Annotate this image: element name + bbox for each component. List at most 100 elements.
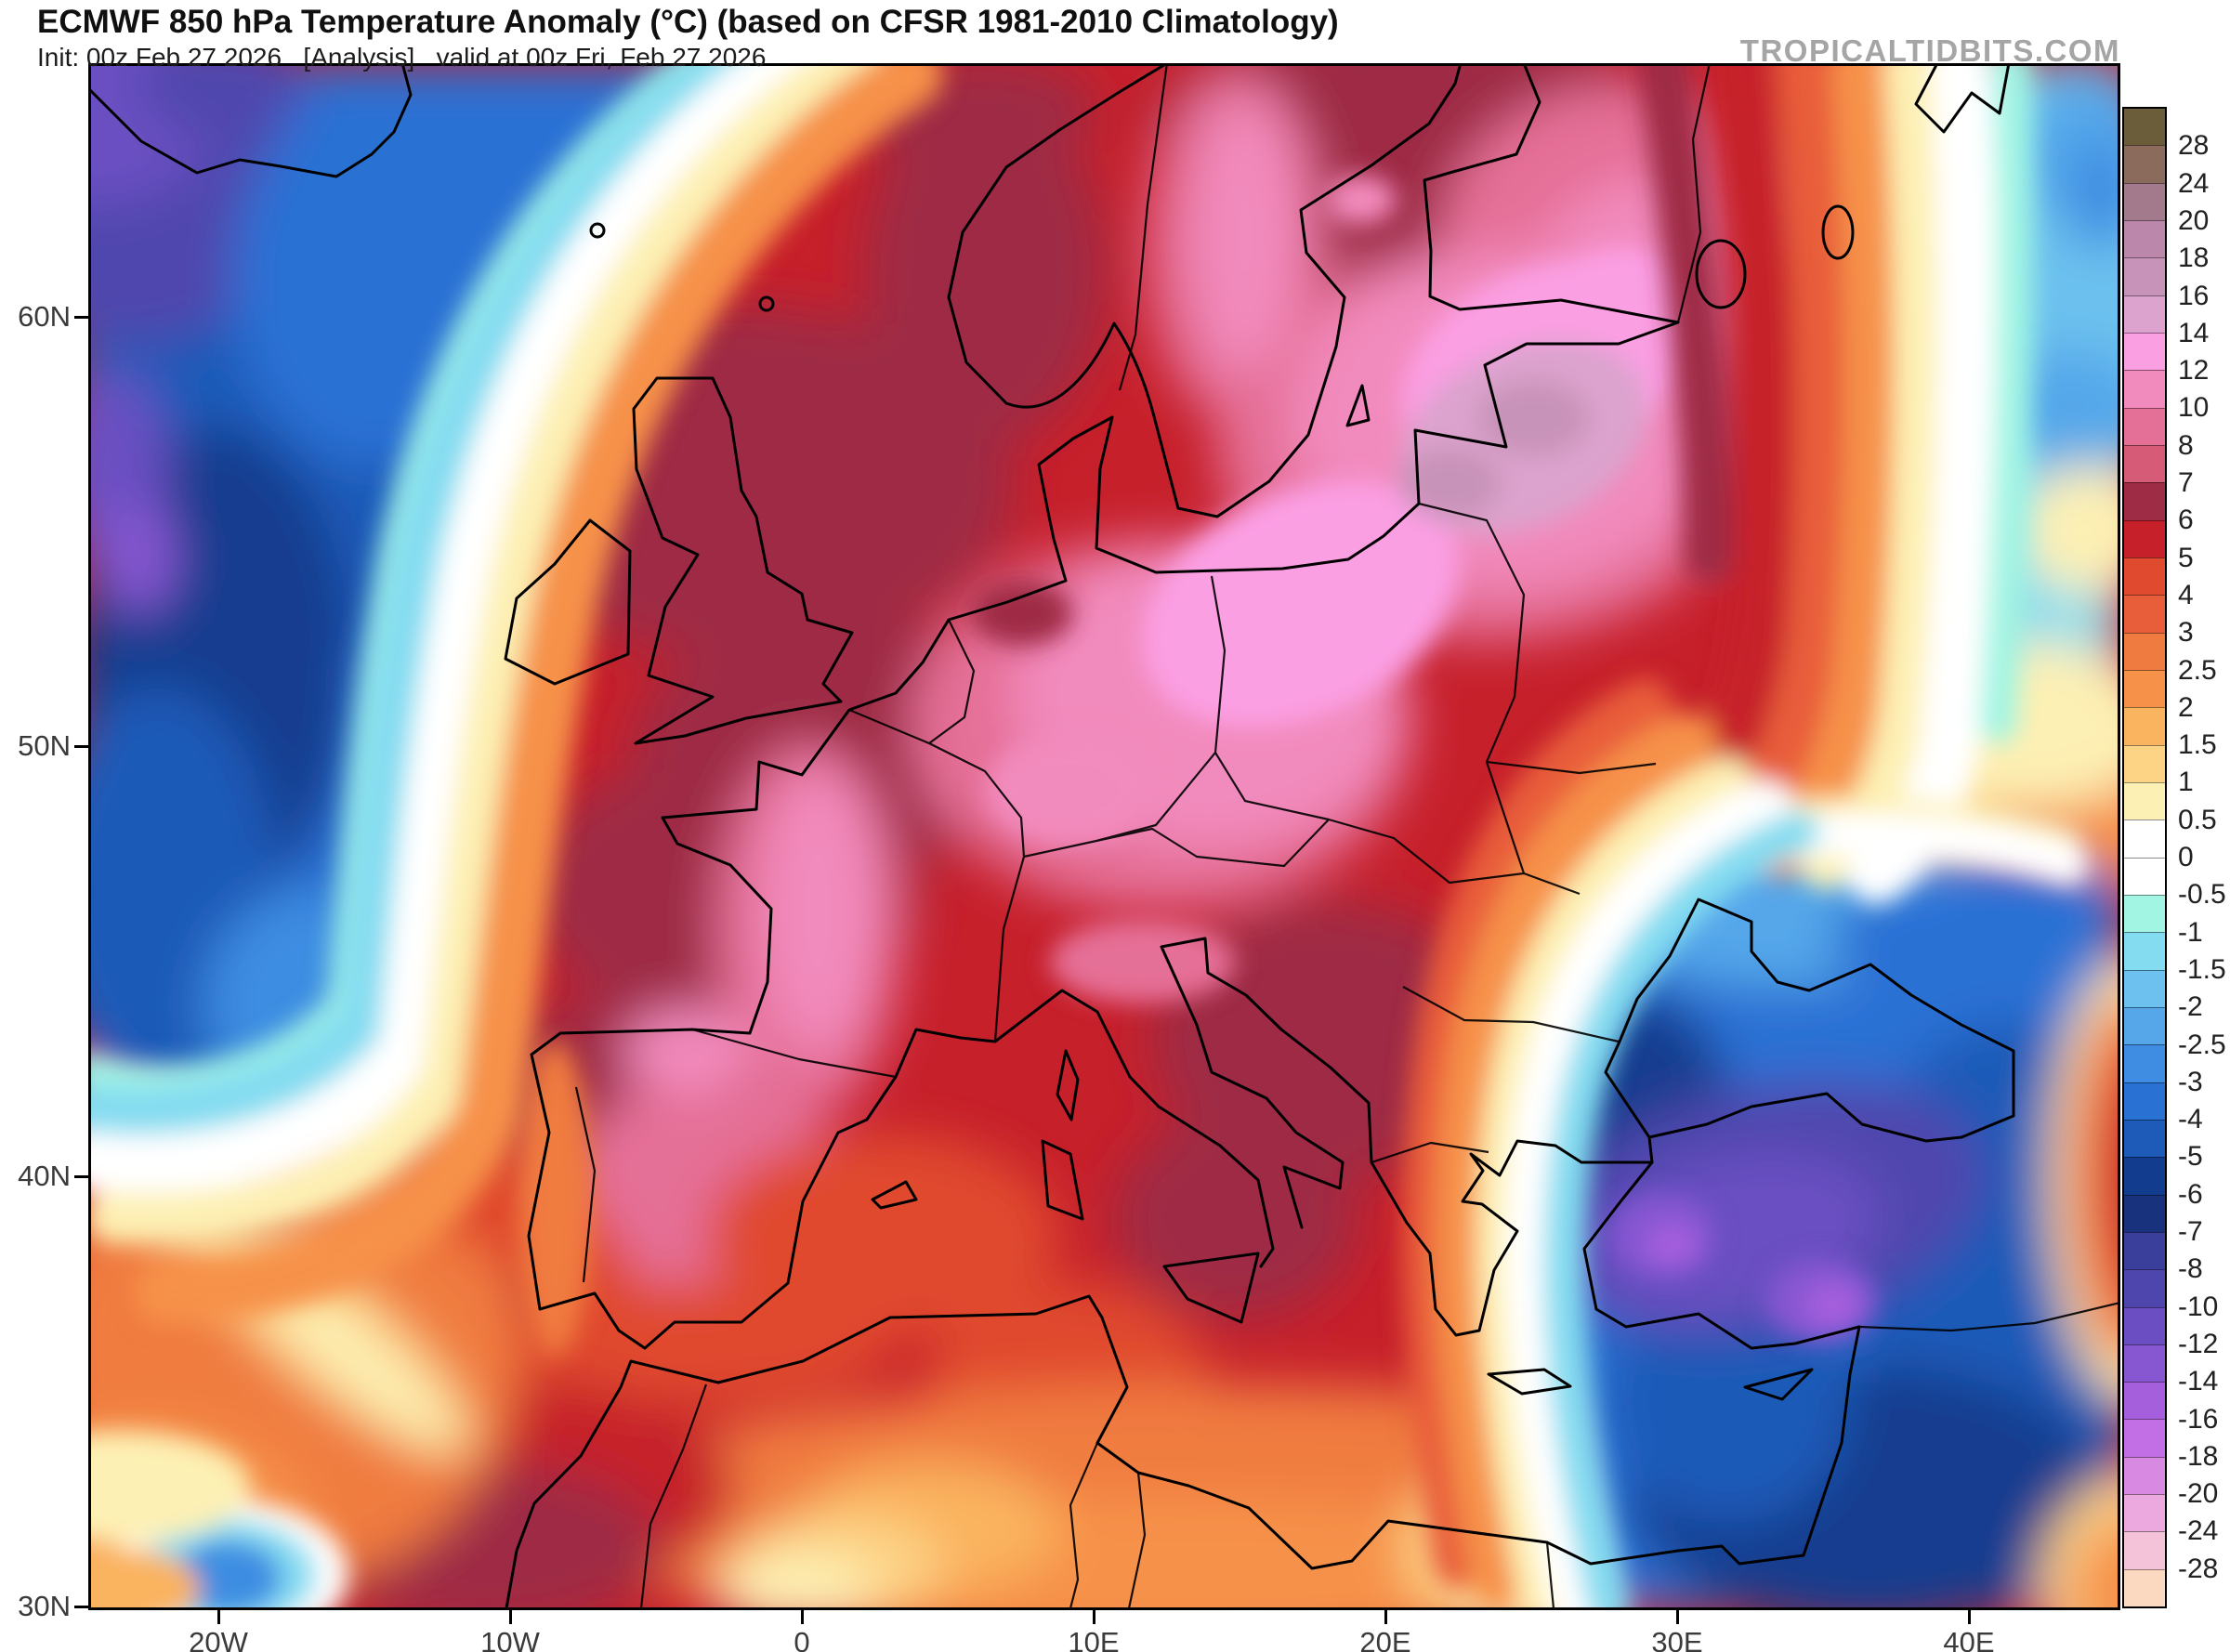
- colorbar-tick-label: 1.5: [2178, 729, 2217, 761]
- lon-tick-label: 20E: [1359, 1626, 1411, 1652]
- gradient-bands: [88, 63, 2089, 1610]
- colorbar-segment: [2124, 332, 2165, 371]
- colorbar-tick-label: -10: [2178, 1291, 2219, 1322]
- colorbar-segment: [2124, 819, 2165, 858]
- lat-tick-label: 50N: [18, 729, 71, 762]
- colorbar-segment: [2124, 894, 2165, 933]
- lon-tick-label: 30E: [1651, 1626, 1703, 1652]
- colorbar-tick-label: -14: [2178, 1366, 2219, 1397]
- colorbar-tick-label: -4: [2178, 1104, 2203, 1135]
- lat-tick-mark: [74, 1174, 89, 1178]
- colorbar-segment: [2124, 1082, 2165, 1120]
- colorbar-segment: [2124, 295, 2165, 333]
- lon-tick-mark: [800, 1610, 804, 1624]
- colorbar-segment: [2124, 1382, 2165, 1420]
- lat-tick-label: 40N: [18, 1160, 71, 1192]
- coast-scandinavia-baltic: [947, 63, 1680, 574]
- colorbar-tick-label: 8: [2178, 429, 2194, 461]
- colorbar-tick-label: 12: [2178, 355, 2210, 387]
- colorbar-segment: [2124, 219, 2165, 258]
- colorbar-tick-label: 2: [2178, 691, 2194, 723]
- lon-tick-mark: [1092, 1610, 1095, 1624]
- lat-tick-mark: [74, 315, 89, 319]
- colorbar-segment: [2124, 407, 2165, 445]
- coast-blacksea: [1604, 898, 2015, 1143]
- shetland-islands: [758, 295, 775, 312]
- colorbar-segment: [2124, 969, 2165, 1007]
- lon-tick-mark: [1967, 1610, 1971, 1624]
- colorbar-segment: [2124, 1344, 2165, 1383]
- colorbar-segment: [2124, 1531, 2165, 1569]
- lon-tick-mark: [508, 1610, 512, 1624]
- colorbar-tick-label: -2.5: [2178, 1029, 2226, 1060]
- colorbar-tick-label: 16: [2178, 280, 2210, 311]
- lat-tick-mark: [74, 1605, 89, 1608]
- colorbar-segment: [2124, 109, 2165, 146]
- colorbar-segment: [2124, 1568, 2165, 1607]
- colorbar-segment: [2124, 1119, 2165, 1158]
- colorbar-tick-label: 20: [2178, 204, 2210, 236]
- colorbar-segment: [2124, 444, 2165, 483]
- lon-tick-label: 10E: [1068, 1626, 1120, 1652]
- colorbar-tick-label: -2: [2178, 991, 2203, 1023]
- lat-tick-mark: [74, 744, 89, 748]
- colorbar-segment: [2124, 519, 2165, 557]
- colorbar-tick-label: -16: [2178, 1403, 2219, 1435]
- colorbar-segment: [2124, 1419, 2165, 1457]
- coast-ireland: [504, 518, 632, 686]
- coast-whitesea: [1914, 63, 2011, 134]
- colorbar: [2122, 107, 2167, 1608]
- colorbar-segment: [2124, 632, 2165, 670]
- colorbar-segment: [2124, 257, 2165, 295]
- page-title: ECMWF 850 hPa Temperature Anomaly (°C) (…: [37, 4, 1339, 40]
- lon-tick-label: 10W: [480, 1626, 540, 1652]
- colorbar-tick-label: -28: [2178, 1553, 2219, 1584]
- colorbar-segment: [2124, 1006, 2165, 1045]
- colorbar-tick-label: -1.5: [2178, 953, 2226, 985]
- colorbar-segment: [2124, 482, 2165, 520]
- colorbar-tick-label: -5: [2178, 1141, 2203, 1173]
- colorbar-segment: [2124, 557, 2165, 596]
- lat-tick-label: 30N: [18, 1590, 71, 1622]
- colorbar-segment: [2124, 781, 2165, 820]
- colorbar-tick-label: 10: [2178, 392, 2210, 424]
- colorbar-tick-label: -8: [2178, 1253, 2203, 1285]
- colorbar-tick-label: 28: [2178, 130, 2210, 162]
- colorbar-segment: [2124, 1194, 2165, 1232]
- init-valid-line: Init: 00z Feb 27 2026 [Analysis] valid a…: [37, 43, 767, 72]
- lon-tick-label: 0: [794, 1626, 810, 1652]
- coast-uk: [632, 376, 854, 745]
- watermark: TROPICALTIDBITS.COM: [1739, 33, 2120, 68]
- colorbar-tick-label: 0.5: [2178, 804, 2217, 835]
- colorbar-segment: [2124, 857, 2165, 895]
- coast-turkey-africa: [505, 1160, 1861, 1610]
- colorbar-segment: [2124, 1306, 2165, 1344]
- faroe-islands: [589, 222, 606, 239]
- colorbar-segment: [2124, 1494, 2165, 1532]
- lake-onega: [1821, 204, 1855, 260]
- lon-tick-mark: [1384, 1610, 1387, 1624]
- colorbar-segment: [2124, 1044, 2165, 1082]
- colorbar-tick-label: 3: [2178, 617, 2194, 649]
- colorbar-segment: [2124, 1456, 2165, 1495]
- colorbar-tick-label: -3: [2178, 1066, 2203, 1097]
- colorbar-tick-label: 5: [2178, 542, 2194, 573]
- colorbar-segment: [2124, 370, 2165, 408]
- colorbar-tick-label: 14: [2178, 317, 2210, 348]
- colorbar-segment: [2124, 1157, 2165, 1195]
- colorbar-tick-label: -6: [2178, 1178, 2203, 1210]
- colorbar-tick-label: 24: [2178, 167, 2210, 199]
- colorbar-segment: [2124, 744, 2165, 782]
- colorbar-tick-label: -1: [2178, 916, 2203, 948]
- colorbar-tick-label: -20: [2178, 1478, 2219, 1510]
- colorbar-tick-label: 18: [2178, 243, 2210, 274]
- colorbar-tick-label: -7: [2178, 1216, 2203, 1247]
- country-borders: [574, 63, 2120, 1609]
- colorbar-segment: [2124, 1231, 2165, 1270]
- colorbar-segment: [2124, 182, 2165, 220]
- colorbar-tick-label: 4: [2178, 579, 2194, 610]
- lat-tick-label: 60N: [18, 300, 71, 333]
- colorbar-tick-label: -0.5: [2178, 879, 2226, 911]
